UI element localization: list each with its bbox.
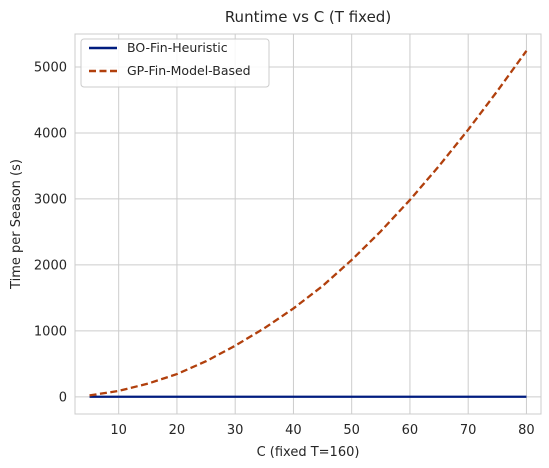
x-tick-label: 30 — [227, 423, 244, 438]
x-tick-label: 40 — [285, 423, 302, 438]
legend: BO-Fin-Heuristic GP-Fin-Model-Based — [80, 38, 270, 88]
x-tick-label: 50 — [343, 423, 360, 438]
grid — [74, 33, 542, 415]
y-tick-label: 5000 — [34, 60, 67, 75]
y-tick-label: 3000 — [34, 192, 67, 207]
legend-label-gp-fin-model-based: GP-Fin-Model-Based — [127, 63, 251, 78]
x-tick-labels: 10 20 30 40 50 60 70 80 — [110, 423, 534, 438]
x-tick-label: 80 — [518, 423, 535, 438]
y-tick-label: 4000 — [34, 126, 67, 141]
x-tick-label: 20 — [169, 423, 186, 438]
y-tick-labels: 0 1000 2000 3000 4000 5000 — [34, 60, 67, 405]
legend-label-bo-fin-heuristic: BO-Fin-Heuristic — [127, 40, 228, 55]
x-tick-label: 70 — [460, 423, 477, 438]
plot-frame — [74, 33, 542, 415]
x-tick-label: 10 — [110, 423, 127, 438]
series-line-gp-fin-model-based — [89, 50, 528, 397]
legend-box — [80, 38, 270, 88]
y-tick-label: 0 — [59, 390, 67, 405]
x-tick-label: 60 — [402, 423, 419, 438]
plot-area — [75, 34, 541, 414]
y-tick-label: 2000 — [34, 258, 67, 273]
x-axis-label: C (fixed T=160) — [257, 445, 360, 460]
y-tick-label: 1000 — [34, 324, 67, 339]
y-axis-label: Time per Season (s) — [9, 159, 24, 290]
chart-title: Runtime vs C (T fixed) — [225, 8, 391, 26]
series-layer — [89, 50, 528, 398]
